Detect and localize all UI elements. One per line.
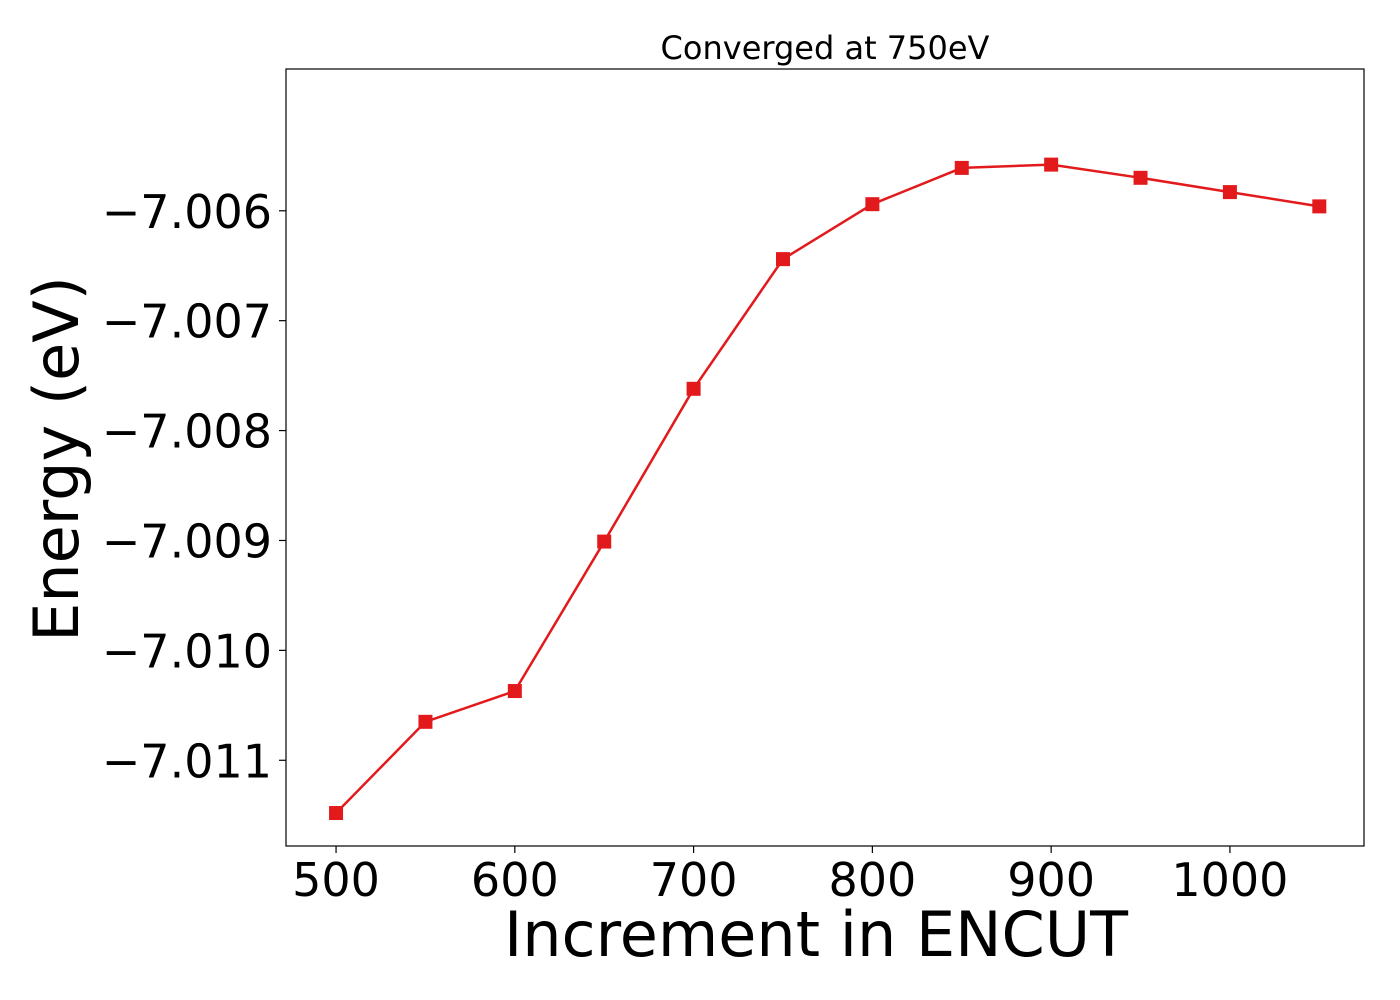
y-tick-label: −7.006 [102, 185, 272, 239]
plot-markers [329, 157, 1327, 821]
y-tick-label: −7.010 [102, 624, 272, 678]
chart-title: Converged at 750eV [661, 29, 990, 67]
data-point [597, 534, 612, 549]
x-tick-label: 1000 [1171, 853, 1288, 907]
data-point [1222, 185, 1237, 200]
data-point [507, 684, 522, 699]
x-tick-label: 500 [292, 853, 380, 907]
x-axis-label: Increment in ENCUT [504, 898, 1129, 971]
x-tick-label: 800 [828, 853, 916, 907]
data-point [775, 252, 790, 267]
y-tick-label: −7.009 [102, 514, 272, 568]
x-tick-label: 900 [1007, 853, 1095, 907]
y-tick-label: −7.007 [102, 295, 272, 349]
data-point [686, 381, 701, 396]
data-point [1312, 199, 1327, 214]
plot-frame [285, 68, 1365, 847]
plot-lines [334, 163, 1321, 815]
data-point [418, 714, 433, 729]
y-axis: −7.011 −7.010 −7.009 −7.008 −7.007 −7.006 [102, 185, 286, 788]
y-axis-label: Energy (eV) [20, 276, 93, 642]
y-tick-label: −7.008 [102, 405, 272, 459]
y-tick-label: −7.011 [102, 734, 272, 788]
data-point [865, 197, 880, 212]
series-line [334, 163, 1321, 815]
data-point [329, 806, 344, 821]
x-axis: 500 600 700 800 900 1000 [292, 846, 1288, 907]
data-point [1133, 170, 1148, 185]
data-point [954, 160, 969, 175]
x-tick-label: 600 [471, 853, 559, 907]
data-point [1044, 157, 1059, 172]
x-tick-label: 700 [650, 853, 738, 907]
